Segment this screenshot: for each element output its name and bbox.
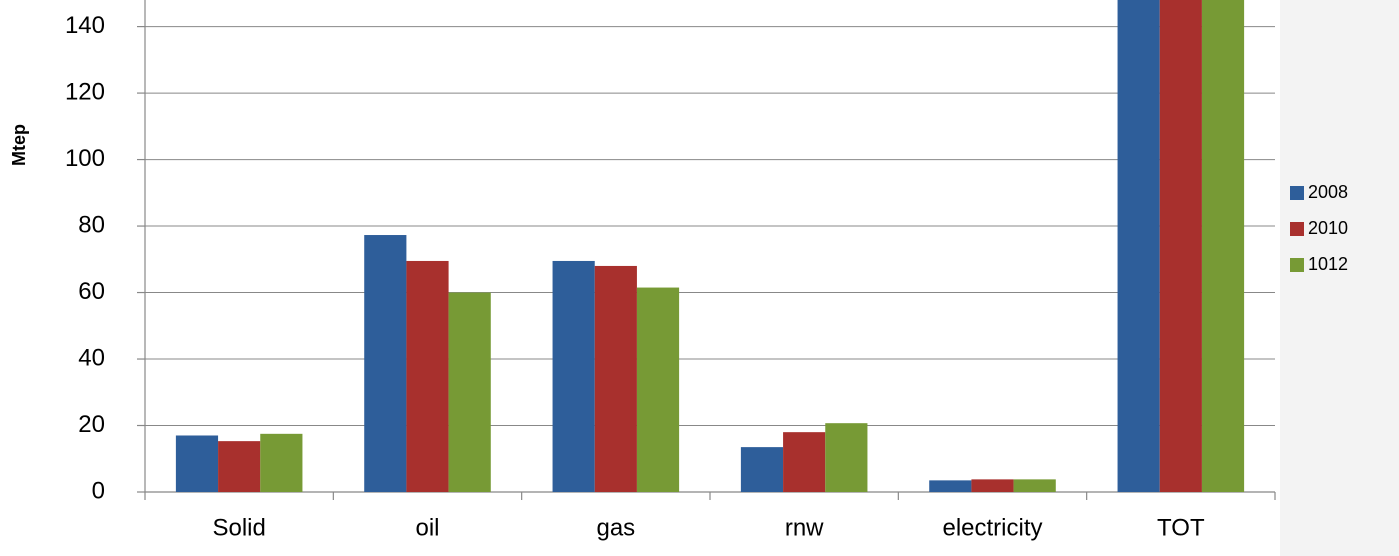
bar <box>929 480 972 492</box>
legend-swatch <box>1290 222 1304 236</box>
x-tick-label: gas <box>596 514 635 541</box>
y-tick-label: 60 <box>78 278 105 305</box>
legend-label: 2008 <box>1308 182 1348 202</box>
y-axis-label: Mtep <box>9 124 29 166</box>
y-tick-label: 100 <box>65 145 105 172</box>
bar <box>1013 479 1056 492</box>
bar <box>636 287 680 492</box>
bar <box>1201 0 1245 493</box>
bar <box>218 441 261 492</box>
bar <box>175 435 219 492</box>
y-tick-label: 80 <box>78 211 105 238</box>
bar <box>825 423 868 492</box>
legend-swatch <box>1290 186 1304 200</box>
bar <box>448 292 491 492</box>
bar <box>260 433 303 492</box>
y-tick-label: 120 <box>65 78 105 105</box>
bar <box>594 265 637 492</box>
bar <box>740 447 784 492</box>
y-tick-label: 40 <box>78 344 105 371</box>
legend-swatch <box>1290 258 1304 272</box>
x-tick-label: electricity <box>942 514 1042 541</box>
y-tick-label: 20 <box>78 411 105 438</box>
legend-label: 2010 <box>1308 218 1348 238</box>
bar <box>552 260 595 492</box>
bar <box>971 479 1014 492</box>
x-tick-label: TOT <box>1157 514 1205 541</box>
bar <box>783 432 826 492</box>
bar <box>1117 0 1160 492</box>
bar <box>406 260 449 492</box>
x-tick-label: Solid <box>212 514 265 541</box>
bar <box>1159 0 1202 492</box>
legend-label: 1012 <box>1308 254 1348 274</box>
x-tick-label: rnw <box>785 514 824 541</box>
background-panel <box>1280 0 1399 556</box>
bar <box>364 235 407 492</box>
x-tick-label: oil <box>415 514 439 541</box>
y-tick-label: 140 <box>65 12 105 39</box>
y-tick-label: 0 <box>92 477 105 504</box>
